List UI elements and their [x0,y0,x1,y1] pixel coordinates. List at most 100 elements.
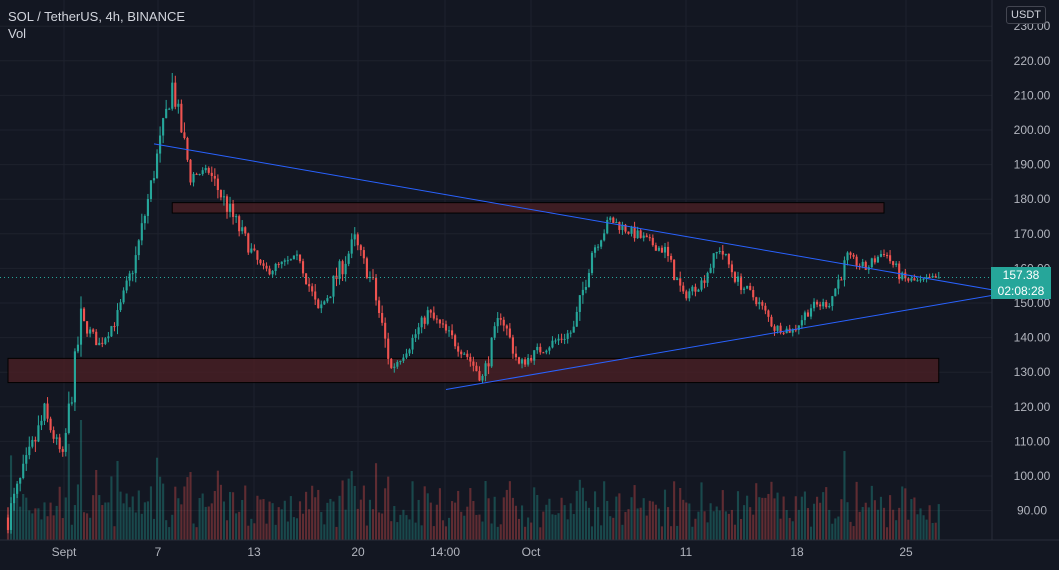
candle-body[interactable] [152,178,156,181]
candle-body[interactable] [469,356,472,362]
candle-body[interactable] [922,278,925,280]
candle-body[interactable] [317,299,320,309]
candle-body[interactable] [679,278,682,286]
candle-body[interactable] [22,463,25,478]
candle-body[interactable] [95,331,98,346]
candle-body[interactable] [508,328,511,338]
candle-body[interactable] [122,290,125,303]
candle-body[interactable] [165,108,168,119]
candle-body[interactable] [736,276,740,282]
candle-body[interactable] [192,173,195,183]
candle-body[interactable] [332,275,335,297]
candle-body[interactable] [283,260,286,262]
candle-body[interactable] [660,247,664,253]
candle-body[interactable] [25,455,28,464]
candle-body[interactable] [280,261,283,265]
candle-body[interactable] [739,276,743,290]
candle-body[interactable] [764,305,767,311]
candle-body[interactable] [663,246,667,253]
candle-body[interactable] [241,227,244,232]
candle-body[interactable] [238,216,241,232]
candle-body[interactable] [43,403,46,421]
candle-body[interactable] [478,371,481,381]
candle-body[interactable] [295,254,299,256]
candle-body[interactable] [320,304,323,309]
candle-body[interactable] [706,272,709,283]
candle-body[interactable] [916,280,919,282]
candle-body[interactable] [219,190,222,198]
candle-body[interactable] [344,263,347,275]
candle-body[interactable] [417,327,420,335]
candle-body[interactable] [365,258,368,278]
candle-body[interactable] [490,337,493,367]
candle-body[interactable] [493,326,496,338]
candle-body[interactable] [92,329,95,332]
candle-body[interactable] [259,259,262,264]
candle-body[interactable] [746,285,749,289]
candle-body[interactable] [86,321,89,334]
candle-body[interactable] [511,337,514,354]
candle-body[interactable] [19,477,22,484]
candle-body[interactable] [454,335,457,347]
candle-body[interactable] [907,278,910,281]
candle-body[interactable] [682,285,685,292]
candle-body[interactable] [606,220,609,234]
candle-body[interactable] [831,296,834,307]
candle-body[interactable] [34,439,37,442]
candle-body[interactable] [171,82,174,109]
candle-body[interactable] [447,330,451,332]
candle-body[interactable] [773,326,776,331]
candle-body[interactable] [113,326,116,328]
candle-body[interactable] [384,322,387,339]
candle-body[interactable] [767,310,770,317]
candle-body[interactable] [703,280,706,283]
time-axis[interactable]: Sept 7 13 20 14:00 Oct 11 18 25 [52,545,913,559]
candle-body[interactable] [803,312,806,321]
candle-body[interactable] [104,338,107,344]
candle-body[interactable] [244,227,247,234]
candle-body[interactable] [861,261,864,267]
candle-body[interactable] [64,432,67,452]
candle-body[interactable] [633,226,636,239]
candle-body[interactable] [76,344,80,352]
candle-body[interactable] [496,318,499,327]
price-zone[interactable] [171,202,885,214]
candle-body[interactable] [524,359,527,365]
candle-body[interactable] [882,254,886,256]
candle-body[interactable] [52,430,55,439]
candle-body[interactable] [885,255,889,257]
trendline[interactable] [153,143,1049,301]
candle-body[interactable] [600,240,603,247]
candle-body[interactable] [396,362,399,367]
trendline[interactable] [445,285,1049,390]
candle-body[interactable] [356,234,359,246]
candle-body[interactable] [411,337,414,350]
candle-body[interactable] [189,159,192,183]
candle-body[interactable] [755,297,758,305]
candle-body[interactable] [49,418,52,431]
candle-body[interactable] [475,365,478,372]
candle-body[interactable] [67,403,70,433]
candle-body[interactable] [235,216,238,218]
candle-body[interactable] [289,259,292,261]
candle-body[interactable] [247,233,250,253]
candle-body[interactable] [928,276,931,278]
candle-body[interactable] [749,285,752,290]
candle-body[interactable] [670,255,673,260]
candle-body[interactable] [876,256,879,263]
candle-body[interactable] [700,280,703,290]
candle-body[interactable] [527,357,530,365]
candle-body[interactable] [9,503,13,530]
candle-body[interactable] [362,250,365,259]
candle-body[interactable] [718,251,721,253]
candle-body[interactable] [593,247,597,253]
candle-body[interactable] [347,253,350,264]
candle-body[interactable] [128,273,131,281]
candle-body[interactable] [846,252,849,261]
candle-body[interactable] [201,170,204,175]
candle-body[interactable] [204,168,207,171]
candle-body[interactable] [654,245,657,251]
candle-body[interactable] [615,221,618,223]
candle-body[interactable] [131,273,134,275]
candle-body[interactable] [435,318,438,320]
